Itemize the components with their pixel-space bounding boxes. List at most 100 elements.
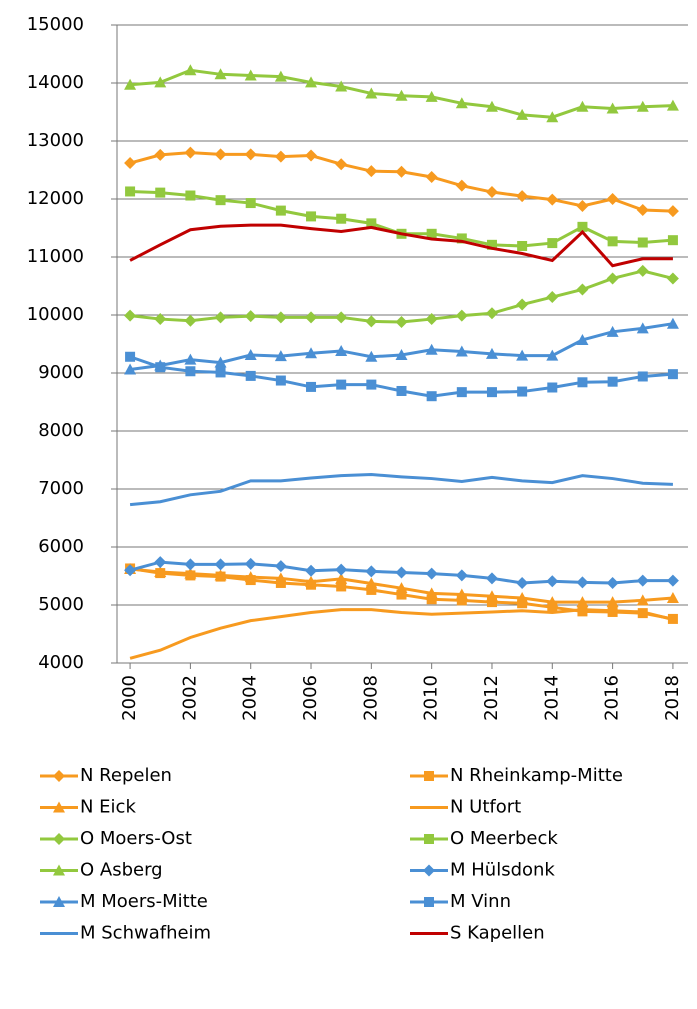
legend-label: N Eick <box>80 797 136 818</box>
point <box>485 186 498 199</box>
point <box>365 165 378 178</box>
point <box>606 576 619 589</box>
y-tick-label: 10000 <box>27 304 84 325</box>
point <box>455 569 468 582</box>
legend-marker <box>424 771 434 781</box>
point <box>546 596 559 608</box>
point <box>425 567 438 580</box>
point <box>486 387 497 398</box>
point <box>305 347 318 359</box>
point <box>305 575 318 587</box>
point <box>184 146 197 159</box>
legend-marker <box>53 833 65 845</box>
point <box>365 315 378 328</box>
point <box>666 272 679 285</box>
point <box>214 569 227 581</box>
point <box>666 99 679 111</box>
point <box>456 387 467 398</box>
point <box>336 213 347 224</box>
point <box>274 70 287 82</box>
series-line <box>129 608 674 660</box>
point <box>306 381 317 392</box>
point <box>244 557 257 570</box>
point <box>485 572 498 585</box>
point <box>335 80 348 92</box>
legend-marker <box>53 896 65 907</box>
point <box>275 375 286 386</box>
point <box>516 349 529 361</box>
point <box>455 345 468 357</box>
point <box>366 379 377 390</box>
legend-label: O Meerbeck <box>450 828 558 849</box>
point <box>426 228 437 239</box>
point <box>365 577 378 589</box>
point <box>516 592 529 604</box>
point <box>546 575 559 588</box>
point <box>335 572 348 584</box>
point <box>516 108 529 120</box>
point <box>335 344 348 356</box>
point <box>335 563 348 576</box>
point <box>244 310 257 323</box>
point <box>486 597 497 608</box>
point <box>576 199 589 212</box>
point <box>214 356 227 368</box>
y-tick-label: 12000 <box>27 188 84 209</box>
point <box>184 314 197 327</box>
y-tick-label: 14000 <box>27 72 84 93</box>
point <box>425 313 438 326</box>
point <box>425 90 438 102</box>
point <box>606 272 619 285</box>
point <box>124 157 137 170</box>
y-tick-label: 7000 <box>38 478 84 499</box>
point <box>124 363 137 375</box>
series-line <box>129 223 673 268</box>
point <box>244 349 257 361</box>
legend-label: M Moers-Mitte <box>80 891 208 912</box>
point <box>636 264 649 277</box>
point <box>576 333 589 345</box>
point <box>546 193 559 206</box>
y-tick-label: 11000 <box>27 246 84 267</box>
point <box>636 594 649 606</box>
y-tick-label: 15000 <box>27 14 84 35</box>
x-tick-label: 2008 <box>360 675 381 721</box>
point <box>366 584 377 595</box>
point <box>335 158 348 171</box>
point <box>546 291 559 304</box>
point <box>426 391 437 402</box>
x-tick-label: 2012 <box>481 675 502 721</box>
point <box>184 64 197 76</box>
point <box>637 371 648 382</box>
point <box>455 588 468 600</box>
point <box>365 87 378 99</box>
point <box>184 353 197 365</box>
point <box>305 149 318 162</box>
point <box>425 343 438 355</box>
point <box>485 590 498 602</box>
point <box>425 170 438 183</box>
point <box>577 221 588 232</box>
point <box>214 558 227 571</box>
legend-label: M Schwafheim <box>80 923 211 944</box>
point <box>667 235 678 246</box>
point <box>154 76 167 88</box>
point <box>577 377 588 388</box>
point <box>456 595 467 606</box>
point <box>576 596 589 608</box>
point <box>155 187 166 198</box>
point <box>666 317 679 329</box>
x-tick-label: 2004 <box>240 675 261 721</box>
point <box>485 307 498 320</box>
point <box>185 190 196 201</box>
point <box>124 309 137 322</box>
legend-marker <box>424 834 434 844</box>
y-tick-label: 13000 <box>27 130 84 151</box>
point <box>666 205 679 218</box>
point <box>455 179 468 192</box>
point <box>395 315 408 328</box>
legend-label: M Hülsdonk <box>450 860 555 881</box>
point <box>456 233 467 244</box>
point <box>426 594 437 605</box>
